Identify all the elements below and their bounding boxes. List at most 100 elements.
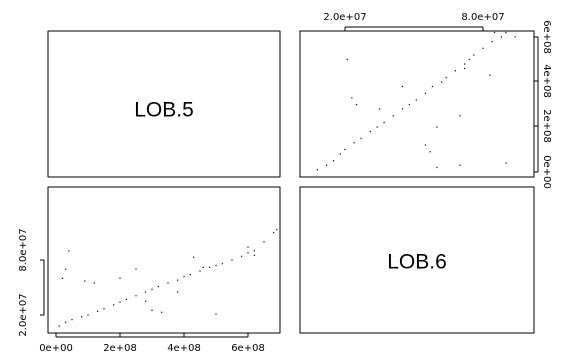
data-point xyxy=(436,166,438,169)
data-point xyxy=(353,142,355,144)
data-point xyxy=(514,36,516,38)
panel-scatter-lower-left xyxy=(47,186,281,334)
data-point xyxy=(65,321,67,323)
data-point xyxy=(145,291,147,293)
data-point xyxy=(376,126,378,128)
data-point xyxy=(221,263,223,265)
data-point xyxy=(151,288,153,290)
data-point xyxy=(436,126,438,128)
data-point xyxy=(401,108,404,110)
data-point xyxy=(183,275,185,278)
data-point xyxy=(344,148,346,151)
data-point xyxy=(459,115,461,117)
data-point xyxy=(401,85,404,88)
left-axis-tick-label: 2.0e+07 xyxy=(18,293,29,336)
data-point xyxy=(103,307,105,310)
data-point xyxy=(113,304,115,306)
data-point xyxy=(415,99,417,101)
data-point xyxy=(161,311,163,313)
data-point xyxy=(473,54,475,56)
data-point xyxy=(445,76,447,79)
data-point xyxy=(189,274,191,276)
data-point xyxy=(253,254,255,257)
data-point xyxy=(125,298,127,301)
data-point xyxy=(276,229,278,231)
data-point xyxy=(351,97,353,99)
data-point xyxy=(231,259,233,261)
bottom-axis-tick-label: 0e+00 xyxy=(39,343,73,354)
data-point xyxy=(119,277,121,279)
data-point xyxy=(157,285,159,288)
data-point xyxy=(65,268,67,270)
data-point xyxy=(346,58,348,61)
data-point xyxy=(493,31,496,34)
bottom-axis-tick-label: 6e+08 xyxy=(231,343,265,354)
data-point xyxy=(177,279,179,281)
data-point xyxy=(247,252,249,254)
data-point xyxy=(429,151,431,153)
data-point xyxy=(135,295,137,297)
data-point xyxy=(505,31,507,34)
data-point xyxy=(459,164,461,166)
panel-lob5-label xyxy=(47,30,281,178)
upper-right-points xyxy=(316,31,516,171)
diagonal-label-lob5: LOB.5 xyxy=(134,99,194,122)
data-point xyxy=(332,160,335,162)
data-point xyxy=(61,277,63,279)
data-point xyxy=(464,67,466,70)
data-point xyxy=(424,92,427,94)
data-point xyxy=(93,282,95,284)
data-point xyxy=(392,115,394,117)
right-axis-tick-label: 0e+00 xyxy=(541,155,552,189)
data-point xyxy=(215,264,217,267)
right-axis-tick-label: 2e+08 xyxy=(541,109,552,143)
data-point xyxy=(151,309,153,312)
data-point xyxy=(68,250,70,252)
data-point xyxy=(209,266,211,268)
data-point xyxy=(199,270,201,272)
top-axis-tick-label: 8.0e+07 xyxy=(461,12,504,23)
data-point xyxy=(316,169,318,171)
data-point xyxy=(177,291,179,293)
bottom-axis-tick-label: 4e+08 xyxy=(167,343,201,354)
data-point xyxy=(360,137,362,139)
data-point xyxy=(145,300,147,302)
diagonal-label-lob6: LOB.6 xyxy=(387,251,447,274)
panel-lob6-label xyxy=(299,186,535,334)
left-axis-tick-label: 8.0e+07 xyxy=(18,228,29,271)
data-point xyxy=(355,103,358,106)
data-point xyxy=(263,241,265,243)
data-point xyxy=(253,250,255,252)
data-point xyxy=(273,231,275,234)
data-point xyxy=(383,121,385,124)
data-point xyxy=(167,282,169,284)
bottom-axis-tick-label: 2e+08 xyxy=(103,343,137,354)
right-axis-tick-label: 6e+08 xyxy=(541,20,552,54)
data-point xyxy=(491,40,493,43)
data-point xyxy=(424,144,427,146)
data-point xyxy=(119,301,121,303)
data-point xyxy=(378,108,381,110)
lower-left-points xyxy=(58,229,278,327)
data-point xyxy=(369,130,371,133)
data-point xyxy=(58,325,60,327)
data-point xyxy=(441,81,443,83)
data-point xyxy=(87,314,89,316)
data-point xyxy=(202,266,204,268)
data-point xyxy=(431,85,433,88)
data-point xyxy=(489,74,491,76)
data-point xyxy=(408,103,410,106)
data-point xyxy=(215,313,217,315)
data-point xyxy=(97,310,99,312)
panel-scatter-upper-right xyxy=(299,30,535,178)
data-point xyxy=(71,318,73,321)
top-axis-tick-label: 2.0e+07 xyxy=(323,12,366,23)
data-point xyxy=(84,280,86,282)
data-point xyxy=(241,255,243,257)
right-axis-tick-label: 4e+08 xyxy=(541,64,552,98)
data-point xyxy=(468,58,470,61)
data-point xyxy=(247,246,249,248)
data-point xyxy=(505,162,507,164)
data-point xyxy=(454,70,456,72)
